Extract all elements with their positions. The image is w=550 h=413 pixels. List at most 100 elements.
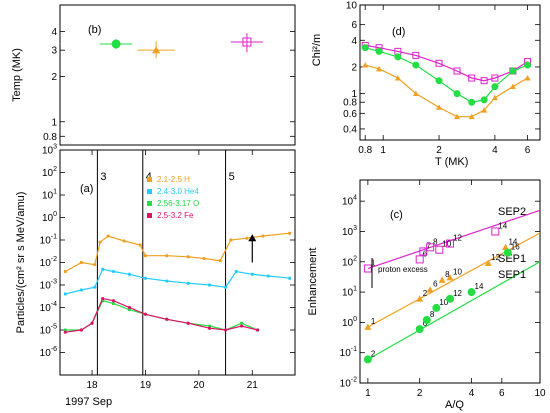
y-axis-label: Chi²/m	[311, 34, 323, 66]
series-point	[422, 315, 431, 324]
x-axis-label: T (MK)	[435, 156, 468, 168]
series-point	[491, 74, 499, 82]
series-point	[419, 247, 428, 256]
y-tick-label: 10-2	[40, 256, 57, 269]
x-axis-label: A/Q	[445, 399, 464, 411]
point-label: 14	[475, 282, 484, 291]
series-point	[363, 355, 372, 364]
arrow-head	[248, 234, 257, 242]
series-point	[288, 276, 292, 280]
series-point	[432, 303, 441, 312]
series-line	[65, 299, 258, 331]
legend-swatch	[147, 189, 152, 194]
y-tick-label: 4	[51, 27, 57, 38]
series-point	[436, 104, 443, 110]
series-point	[90, 321, 94, 325]
fit-line	[367, 209, 541, 270]
series-point	[509, 67, 517, 75]
y-axis-label: Enhancement	[307, 248, 319, 316]
point-label: 12	[453, 289, 462, 298]
series-point	[111, 301, 116, 306]
series-point	[503, 248, 512, 257]
y-tick-label: 10	[346, 1, 358, 12]
series-point	[484, 259, 492, 266]
series-point	[101, 296, 105, 301]
x-tick-label: 21	[247, 380, 259, 391]
series-point	[229, 238, 233, 242]
point-label: 8	[445, 270, 450, 279]
y-tick-label: 2	[51, 72, 57, 83]
point-label: 10	[453, 268, 462, 277]
series-point	[143, 276, 148, 280]
y-tick-label: 103	[342, 225, 357, 238]
point-label: 12	[491, 253, 500, 262]
series-point	[234, 269, 238, 274]
y-tick-label: 10-6	[40, 346, 57, 359]
x-tick-label: 1	[380, 145, 386, 156]
y-tick-label: 6	[351, 20, 357, 31]
series-point	[446, 294, 454, 303]
x-tick-label: 4	[492, 145, 498, 156]
series-point	[63, 269, 67, 274]
y-tick-label: 1	[51, 117, 57, 128]
point-label: 12	[453, 234, 462, 243]
series-point	[186, 255, 190, 259]
point-label: 6	[433, 280, 438, 289]
series-point	[143, 254, 148, 258]
event-marker-label: 3	[100, 171, 106, 183]
point-label: 2	[423, 289, 428, 298]
y-tick-label: 10-2	[340, 377, 357, 390]
legend-label: 2.1-2.5 H	[157, 175, 190, 184]
series-line	[365, 44, 528, 82]
series-point	[93, 263, 97, 267]
series-point	[63, 292, 67, 296]
x-tick-label: 4	[469, 388, 475, 399]
series-point	[426, 243, 435, 252]
series-point	[223, 285, 228, 289]
series-point	[63, 330, 67, 334]
series-point	[266, 274, 270, 278]
y-tick-label: 101	[42, 189, 57, 202]
y-tick-label: 2	[351, 62, 357, 73]
series-line	[365, 64, 528, 118]
point-label: 10	[442, 240, 451, 249]
series-point	[165, 279, 169, 283]
legend-label: 2.56-3.17 O	[157, 199, 199, 208]
series-point	[435, 77, 443, 85]
plot-frame	[359, 179, 541, 384]
point-label: 2	[371, 349, 376, 358]
panel-label: (c)	[390, 209, 403, 221]
x-tick-label: 18	[86, 380, 98, 391]
x-tick-label: 19	[140, 380, 152, 391]
data-point	[152, 46, 161, 54]
series-point	[468, 113, 475, 120]
series-point	[468, 74, 476, 82]
point-label: 8	[433, 237, 438, 246]
series-point	[223, 328, 228, 332]
series-point	[79, 328, 83, 332]
y-tick-label: 100	[42, 211, 57, 224]
y-tick-label: 10-5	[40, 324, 57, 337]
series-point	[426, 286, 434, 293]
point-label: 14	[498, 221, 507, 230]
series-point	[524, 75, 531, 81]
series-point	[415, 325, 424, 334]
series-point	[256, 328, 260, 332]
series-point	[394, 53, 402, 61]
series-point	[93, 285, 97, 289]
series-point	[127, 272, 132, 276]
series-point	[111, 299, 116, 303]
series-point	[202, 256, 206, 261]
series-point	[218, 259, 222, 263]
y-tick-label: 1	[351, 89, 357, 100]
series-point	[98, 240, 102, 244]
x-tick-label: 20	[193, 380, 205, 391]
panel-b-temperature: 0.8 1 2 3 4 Temp (MK) (b)	[11, 4, 296, 146]
series-point	[207, 283, 212, 287]
panel-a-particle-flux: 10-6 10-5 10-4 10-3 10-2 10-1 100 101 102 103 18 19…	[15, 144, 296, 408]
panel-label: (a)	[80, 183, 93, 195]
series-point	[416, 295, 424, 302]
point-label: 8	[430, 310, 435, 319]
y-tick-label: 104	[342, 195, 357, 208]
